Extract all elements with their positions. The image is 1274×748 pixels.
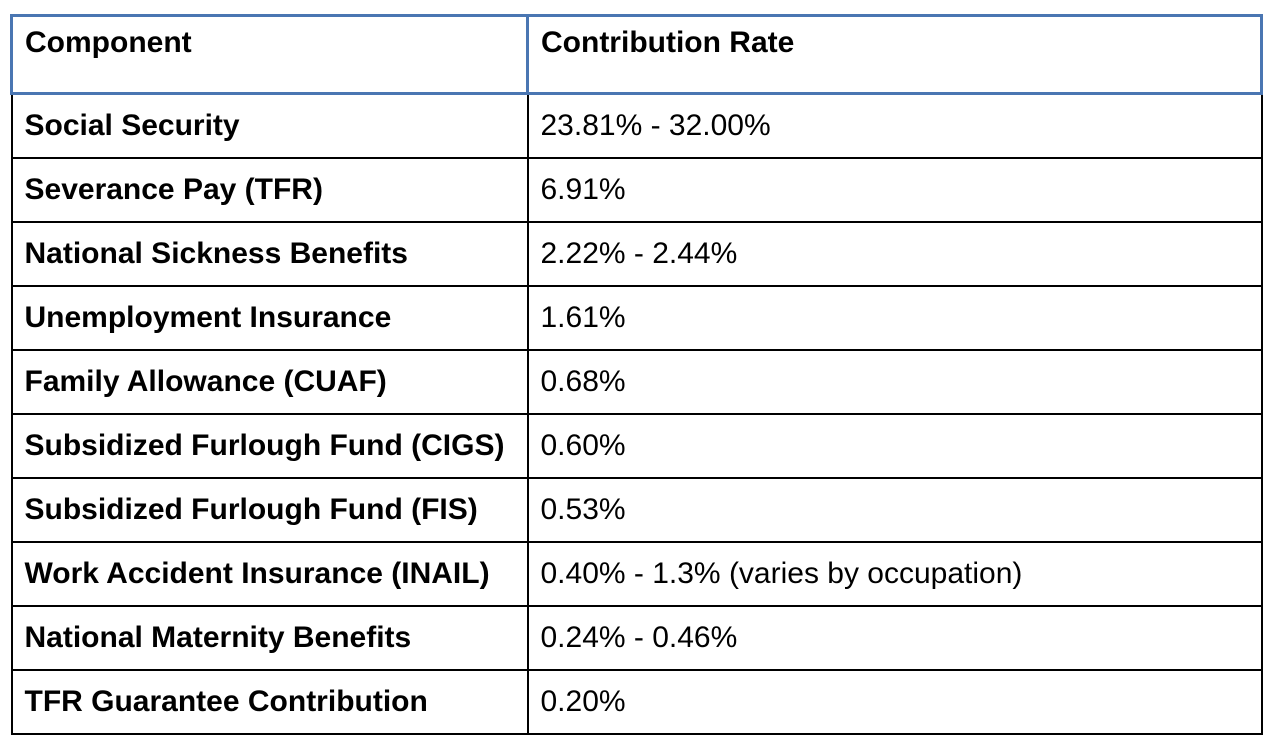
table-row: National Maternity Benefits 0.24% - 0.46… [10, 605, 1263, 671]
rate-cell: 2.22% - 2.44% [526, 221, 1263, 287]
table-row: Severance Pay (TFR) 6.91% [10, 157, 1263, 223]
component-cell: Subsidized Furlough Fund (CIGS) [10, 413, 529, 479]
table-row: Social Security 23.81% - 32.00% [10, 92, 1263, 159]
component-cell: National Sickness Benefits [10, 221, 529, 287]
rate-cell: 0.24% - 0.46% [526, 605, 1263, 671]
component-cell: Severance Pay (TFR) [10, 157, 529, 223]
contribution-rate-table: Component Contribution Rate Social Secur… [10, 14, 1263, 735]
rate-cell: 1.61% [526, 285, 1263, 351]
component-cell: Subsidized Furlough Fund (FIS) [10, 477, 529, 543]
rate-cell: 6.91% [526, 157, 1263, 223]
component-cell: National Maternity Benefits [10, 605, 529, 671]
header-row: Component Contribution Rate [10, 14, 1263, 95]
table-row: Subsidized Furlough Fund (FIS) 0.53% [10, 477, 1263, 543]
rate-cell: 0.60% [526, 413, 1263, 479]
table-body: Social Security 23.81% - 32.00% Severanc… [10, 92, 1263, 735]
rate-cell: 0.68% [526, 349, 1263, 415]
component-cell: Work Accident Insurance (INAIL) [10, 541, 529, 607]
table-row: Work Accident Insurance (INAIL) 0.40% - … [10, 541, 1263, 607]
table-row: Unemployment Insurance 1.61% [10, 285, 1263, 351]
column-header-component: Component [10, 14, 529, 95]
component-cell: Family Allowance (CUAF) [10, 349, 529, 415]
component-cell: Social Security [10, 92, 529, 159]
table-row: TFR Guarantee Contribution 0.20% [10, 669, 1263, 735]
rate-cell: 0.53% [526, 477, 1263, 543]
table-row: Family Allowance (CUAF) 0.68% [10, 349, 1263, 415]
rate-cell: 0.40% - 1.3% (varies by occupation) [526, 541, 1263, 607]
table-header: Component Contribution Rate [10, 14, 1263, 95]
component-cell: Unemployment Insurance [10, 285, 529, 351]
rate-cell: 0.20% [526, 669, 1263, 735]
column-header-rate: Contribution Rate [526, 14, 1263, 95]
rate-cell: 23.81% - 32.00% [526, 92, 1263, 159]
table-row: Subsidized Furlough Fund (CIGS) 0.60% [10, 413, 1263, 479]
component-cell: TFR Guarantee Contribution [10, 669, 529, 735]
table-row: National Sickness Benefits 2.22% - 2.44% [10, 221, 1263, 287]
